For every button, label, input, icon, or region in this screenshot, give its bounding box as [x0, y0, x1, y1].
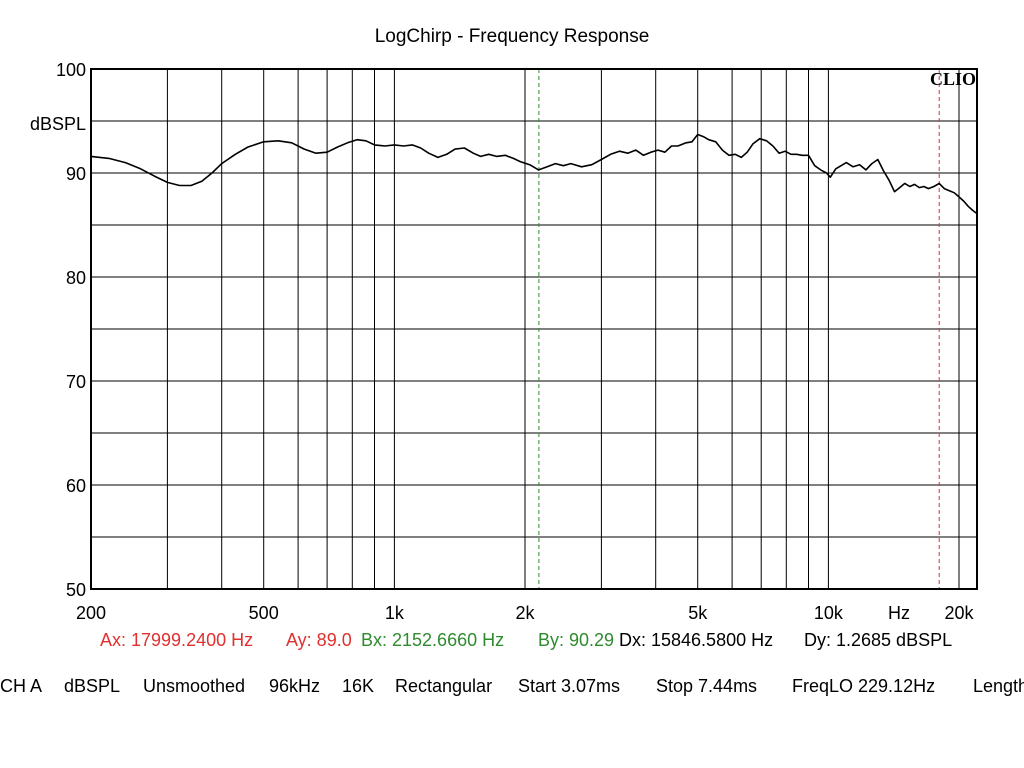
x-tick-label: 2k — [515, 603, 535, 623]
y-tick-labels: 100 90 80 70 60 50 — [56, 60, 86, 600]
x-axis-unit-label: Hz — [888, 603, 910, 623]
y-tick-label: 90 — [66, 164, 86, 184]
cursor-b-y-readout: By: 90.29 — [538, 630, 615, 650]
x-tick-label: 500 — [249, 603, 279, 623]
sample-rate-label: 96kHz — [269, 676, 321, 696]
length-label: Length — [973, 676, 1024, 696]
measurement-settings-bar: CH A dBSPL Unsmoothed 96kHz 16K Rectangu… — [0, 676, 1024, 700]
y-tick-label: 60 — [66, 476, 86, 496]
stop-time-label: Stop 7.44ms — [656, 676, 758, 696]
x-tick-label: 20k — [944, 603, 974, 623]
x-tick-label: 5k — [688, 603, 708, 623]
x-tick-label: 1k — [385, 603, 405, 623]
freq-lo-label: FreqLO 229.12Hz — [792, 676, 936, 696]
series-line-0 — [90, 133, 978, 215]
y-axis-unit-label: dBSPL — [30, 114, 86, 134]
start-time-label: Start 3.07ms — [518, 676, 621, 696]
cursor-b-x-readout: Bx: 2152.6660 Hz — [361, 630, 505, 650]
delta-y-readout: Dy: 1.2685 dBSPL — [804, 630, 953, 650]
series-layer — [90, 133, 978, 215]
y-tick-label: 70 — [66, 372, 86, 392]
chart-title: LogChirp - Frequency Response — [375, 26, 650, 47]
plot-frame — [90, 68, 978, 590]
fft-size-label: 16K — [342, 676, 375, 696]
grid — [91, 69, 977, 589]
cursor-a-y-readout: Ay: 89.0 — [286, 630, 352, 650]
x-tick-label: 200 — [76, 603, 106, 623]
y-tick-label: 100 — [56, 60, 86, 80]
y-tick-label: 50 — [66, 580, 86, 600]
y-tick-label: 80 — [66, 268, 86, 288]
cursor-a-x-readout: Ax: 17999.2400 Hz — [100, 630, 254, 650]
window-label: Rectangular — [395, 676, 493, 696]
x-tick-label: 10k — [814, 603, 844, 623]
channel-label: CH A — [0, 676, 43, 696]
smoothing-label: Unsmoothed — [143, 676, 246, 696]
x-tick-labels: 200 500 1k 2k 5k 10k 20k — [76, 603, 975, 623]
unit-label: dBSPL — [64, 676, 121, 696]
clio-brand-logo: CLIO — [930, 69, 976, 89]
cursors[interactable] — [538, 69, 940, 589]
delta-x-readout: Dx: 15846.5800 Hz — [619, 630, 774, 650]
